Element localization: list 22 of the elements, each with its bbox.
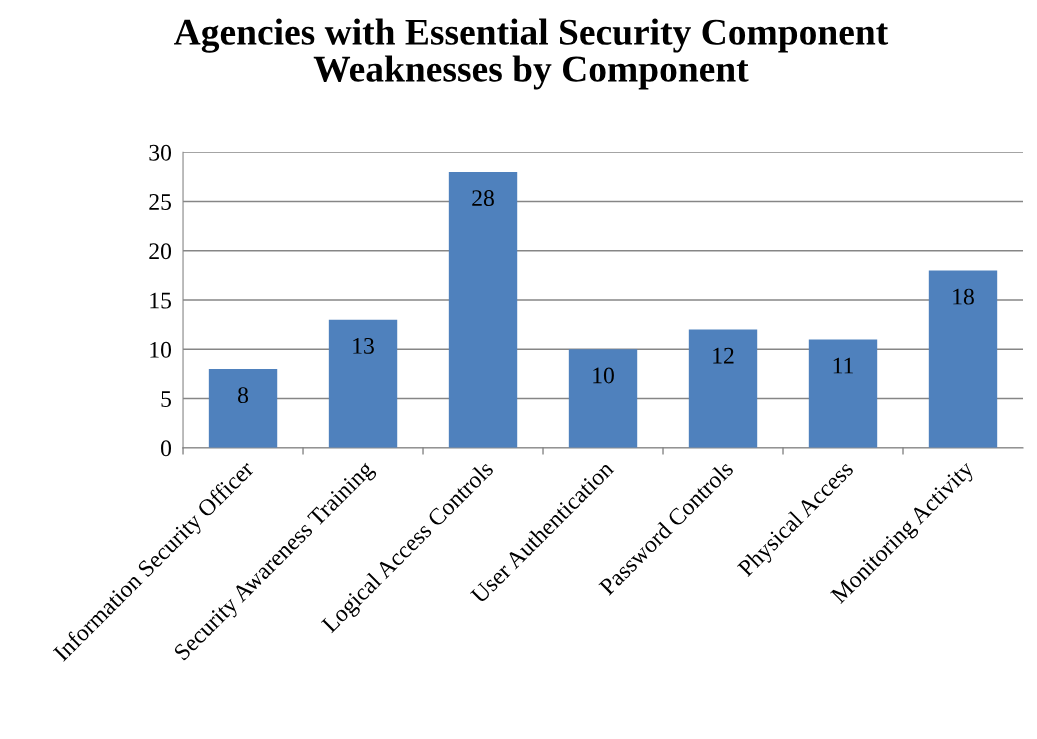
data-label: 12	[713, 347, 734, 364]
data-label: 18	[953, 288, 974, 305]
y-tick-label: 0	[161, 440, 172, 457]
bar	[928, 270, 998, 448]
bar	[808, 339, 878, 448]
y-tick-label: 5	[161, 391, 171, 407]
bar	[328, 319, 398, 448]
y-tick-label: 10	[150, 341, 172, 358]
data-label: 8	[238, 387, 249, 404]
bar	[568, 349, 638, 448]
y-tick-label: 30	[149, 144, 172, 161]
data-label: 13	[353, 337, 374, 354]
y-tick-label: 20	[149, 243, 172, 260]
y-tick-label: 25	[149, 194, 171, 210]
bar	[688, 329, 758, 448]
data-label: 11	[833, 357, 853, 374]
chart-title: Agencies with Essential Security Component Weaknesses by Component	[174, 18, 889, 90]
bar	[448, 171, 518, 448]
bar	[208, 369, 278, 448]
y-tick-label: 15	[150, 292, 171, 309]
data-label: 28	[472, 190, 494, 207]
data-label: 10	[593, 367, 614, 384]
